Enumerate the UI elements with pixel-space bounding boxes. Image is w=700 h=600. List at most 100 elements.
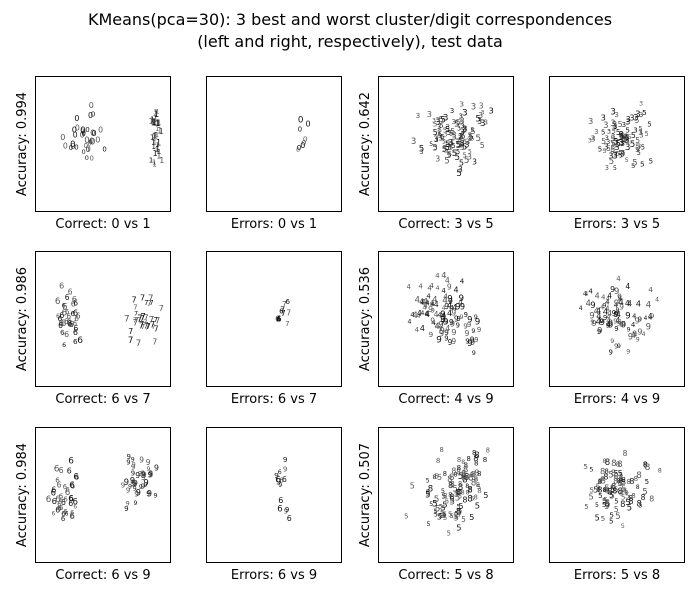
digit-point: 9 — [136, 488, 141, 498]
digit-point: 5 — [451, 142, 455, 150]
digit-point: 3 — [468, 135, 472, 143]
digit-point: 5 — [456, 148, 460, 156]
digit-point: 5 — [433, 121, 437, 129]
digit-point: 4 — [449, 303, 454, 312]
digit-point: 4 — [431, 300, 435, 308]
digit-point: 5 — [625, 133, 630, 142]
digit-point: 8 — [624, 490, 628, 497]
digit-point: 5 — [614, 505, 619, 514]
chart-subtitle: (left and right, respectively), test dat… — [197, 32, 503, 51]
digit-point: 5 — [598, 145, 602, 153]
digit-point: 5 — [441, 503, 446, 512]
digit-point: 9 — [448, 297, 453, 306]
digit-point: 5 — [609, 491, 615, 501]
digit-point: 8 — [464, 473, 469, 482]
digit-point: 5 — [602, 500, 607, 509]
digit-point: 8 — [472, 449, 476, 457]
digit-point: 3 — [436, 118, 441, 127]
digit-point: 3 — [443, 114, 449, 124]
digit-point: 5 — [641, 144, 645, 152]
digit-point: 9 — [126, 459, 130, 467]
digit-point: 5 — [606, 488, 610, 496]
digit-point: 8 — [443, 491, 448, 500]
panel-ylabel: Accuracy: 0.507 — [358, 442, 373, 548]
digit-point: 6 — [73, 337, 78, 346]
digit-point: 9 — [124, 477, 129, 487]
digit-point: 9 — [134, 500, 138, 507]
digit-point: 1 — [156, 139, 162, 149]
digit-point: 8 — [483, 456, 487, 464]
digit-point: 6 — [73, 504, 77, 511]
digit-point: 5 — [635, 136, 640, 145]
digit-point: 5 — [638, 501, 643, 510]
digit-point: 9 — [612, 309, 617, 318]
digit-point: 9 — [456, 321, 460, 329]
digit-point: 9 — [613, 316, 618, 325]
digit-point: 3 — [467, 153, 472, 162]
digit-point: 4 — [614, 301, 618, 309]
digit-point: 6 — [52, 496, 57, 506]
digit-point: 9 — [460, 313, 464, 321]
digit-point: 8 — [465, 482, 469, 490]
digit-point: 5 — [450, 513, 454, 520]
digit-point: 8 — [476, 481, 480, 489]
digit-point: 8 — [619, 476, 623, 483]
digit-point: 9 — [474, 313, 478, 321]
digit-point: 5 — [625, 157, 629, 164]
digit-point: 5 — [583, 462, 588, 471]
digit-point: 3 — [619, 129, 624, 138]
digit-point: 9 — [471, 328, 475, 335]
digit-point: 8 — [607, 487, 613, 497]
digit-point: 9 — [285, 506, 289, 514]
digit-point: 1 — [152, 133, 157, 142]
digit-point: 1 — [156, 142, 160, 149]
digit-point: 8 — [457, 464, 461, 472]
digit-point: 5 — [584, 503, 588, 511]
digit-point: 5 — [623, 133, 627, 141]
digit-point: 5 — [447, 150, 452, 159]
digit-point: 6 — [58, 321, 63, 330]
digit-point: 5 — [459, 502, 464, 511]
digit-point: 5 — [603, 147, 607, 155]
digit-point: 5 — [442, 492, 447, 501]
digit-point: 8 — [477, 470, 481, 478]
digit-point: 8 — [470, 470, 475, 479]
digit-point: 5 — [612, 141, 617, 150]
digit-point: 3 — [619, 130, 624, 139]
digit-point: 6 — [69, 320, 74, 329]
digit-point: 9 — [442, 313, 446, 320]
digit-point: 9 — [463, 322, 468, 331]
digit-point: 8 — [447, 475, 452, 485]
digit-point: 3 — [435, 154, 440, 163]
digit-point: 0 — [90, 155, 94, 163]
digit-point: 3 — [459, 128, 464, 138]
digit-point: 5 — [440, 509, 446, 519]
digit-point: 9 — [602, 301, 606, 309]
digit-point: 4 — [655, 296, 659, 304]
digit-point: 5 — [610, 144, 615, 154]
digit-point: 5 — [625, 135, 629, 142]
digit-point: 3 — [479, 101, 484, 110]
digit-point: 8 — [631, 492, 635, 500]
digit-point: 7 — [141, 323, 145, 331]
digit-point: 8 — [474, 493, 478, 501]
digit-point: 9 — [141, 471, 146, 481]
digit-point: 5 — [444, 157, 449, 167]
digit-point: 7 — [137, 314, 143, 324]
digit-point: 8 — [443, 470, 447, 478]
digit-point: 5 — [464, 156, 470, 166]
digit-point: 9 — [454, 314, 459, 323]
digit-point: 5 — [616, 151, 620, 158]
digit-point: 9 — [455, 303, 461, 313]
digit-point: 4 — [596, 306, 601, 316]
digit-point: 5 — [483, 490, 488, 500]
digit-point: 1 — [153, 114, 159, 124]
digit-point: 6 — [73, 498, 78, 508]
digit-point: 3 — [630, 113, 635, 122]
digit-point: 9 — [616, 307, 620, 314]
digit-point: 6 — [68, 288, 73, 297]
digit-point: 9 — [130, 479, 136, 489]
digit-point: 5 — [463, 137, 468, 146]
